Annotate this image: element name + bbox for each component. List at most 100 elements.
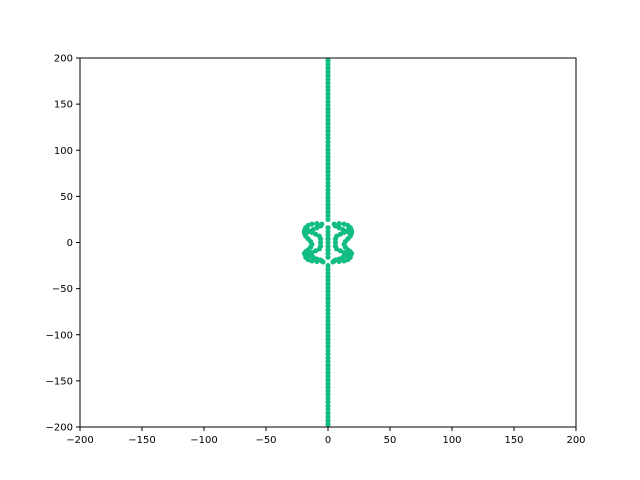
y-tick-label: −150 — [46, 376, 73, 387]
data-point — [317, 223, 324, 229]
data-point — [325, 340, 331, 346]
data-point — [330, 259, 336, 265]
y-tick-label: −200 — [46, 423, 73, 434]
x-axis: −200 −150 −100 −50 0 50 100 150 200 — [66, 427, 586, 446]
data-point — [314, 220, 320, 227]
x-tick-label: −50 — [255, 435, 276, 446]
data-point — [325, 135, 331, 141]
x-tick-label: 50 — [384, 435, 397, 446]
data-point — [325, 347, 331, 354]
data-point — [325, 209, 331, 215]
data-point — [325, 205, 331, 211]
data-point — [325, 84, 331, 90]
data-point — [325, 395, 331, 401]
data-point — [325, 417, 331, 424]
data-point — [325, 414, 331, 420]
data-point — [325, 421, 331, 427]
data-point — [325, 344, 331, 350]
data-point — [325, 91, 331, 97]
data-point — [325, 65, 331, 71]
data-point — [325, 270, 331, 276]
data-point — [317, 236, 324, 242]
data-point — [325, 377, 331, 383]
data-point — [325, 187, 331, 193]
data-point — [325, 102, 331, 108]
data-point — [325, 198, 331, 204]
data-point — [325, 179, 331, 186]
data-point — [325, 392, 331, 398]
data-point — [325, 154, 331, 160]
data-point — [325, 307, 331, 313]
data-point — [325, 117, 331, 123]
data-point — [325, 106, 331, 112]
data-point — [325, 303, 331, 309]
data-point — [332, 236, 339, 242]
x-tick-label: 100 — [442, 435, 461, 446]
data-point — [325, 139, 331, 145]
data-point — [325, 165, 331, 171]
data-point — [325, 406, 331, 413]
data-point — [325, 95, 331, 101]
data-point — [325, 281, 331, 287]
y-axis: −200 −150 −100 −50 0 50 100 150 200 — [46, 54, 80, 434]
data-point — [325, 87, 331, 93]
data-point — [325, 232, 331, 238]
data-point — [325, 58, 331, 64]
data-point — [325, 146, 331, 152]
data-point — [325, 399, 331, 405]
data-point — [325, 329, 331, 335]
data-point — [325, 113, 331, 119]
data-point — [325, 299, 331, 306]
data-point — [325, 384, 331, 390]
data-point — [325, 410, 331, 416]
data-point — [325, 362, 331, 368]
data-point — [325, 388, 331, 394]
x-tick-label: −100 — [190, 435, 217, 446]
data-point — [325, 314, 331, 320]
x-tick-label: −150 — [128, 435, 155, 446]
data-point — [325, 262, 331, 269]
data-point — [325, 168, 331, 175]
data-point — [325, 69, 331, 75]
y-tick-label: 0 — [67, 238, 73, 249]
data-point — [325, 191, 331, 197]
y-tick-label: 50 — [60, 192, 73, 203]
data-point — [325, 131, 331, 138]
data-point — [325, 72, 331, 79]
data-point — [325, 61, 331, 68]
data-point — [325, 228, 331, 235]
data-point — [325, 128, 331, 134]
data-point — [325, 176, 331, 182]
data-point — [325, 202, 331, 208]
data-point — [325, 247, 331, 253]
data-point — [317, 239, 324, 246]
data-point — [325, 274, 331, 280]
data-point — [325, 310, 331, 317]
data-point — [325, 243, 331, 249]
y-tick-label: −50 — [52, 284, 73, 295]
data-point — [325, 325, 331, 331]
data-point — [325, 266, 331, 272]
y-tick-label: −100 — [46, 330, 73, 341]
data-point — [320, 259, 326, 265]
data-point — [325, 80, 331, 86]
data-point — [325, 236, 331, 242]
data-point — [325, 250, 331, 257]
data-point — [325, 277, 331, 283]
data-point — [332, 223, 339, 229]
data-point — [325, 292, 331, 298]
x-tick-label: 200 — [566, 435, 585, 446]
data-point — [325, 351, 331, 357]
data-point — [325, 336, 331, 342]
data-point — [325, 366, 331, 372]
data-point — [325, 373, 331, 379]
data-point — [325, 333, 331, 339]
data-point — [325, 285, 331, 291]
x-tick-label: −200 — [66, 435, 93, 446]
y-tick-label: 100 — [54, 146, 73, 157]
data-point — [325, 369, 331, 376]
data-point — [325, 358, 331, 365]
data-point — [325, 109, 331, 116]
data-point — [325, 381, 331, 387]
